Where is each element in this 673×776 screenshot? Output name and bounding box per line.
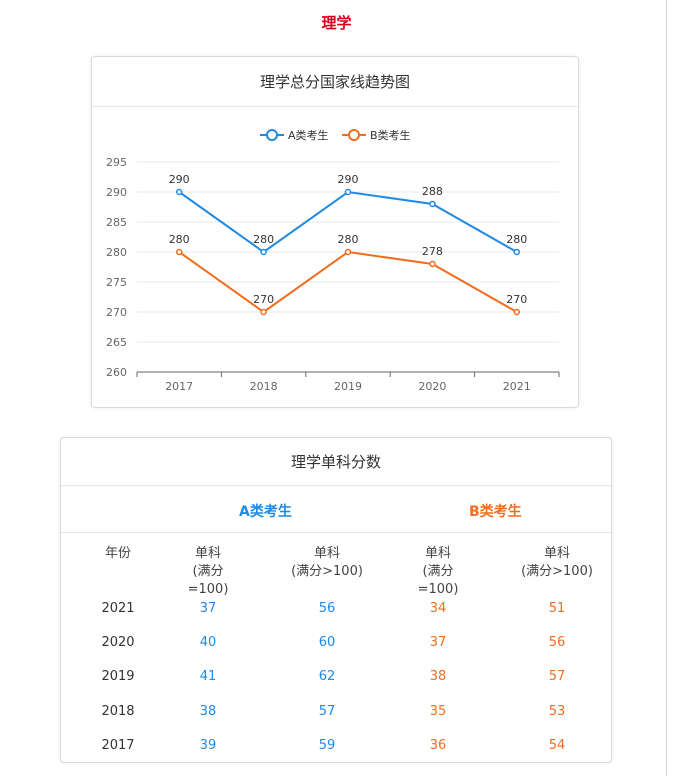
data-label: 270 — [506, 293, 527, 306]
y-tick-label: 280 — [106, 246, 127, 259]
group-header-row: A类考生 B类考生 — [61, 486, 611, 533]
header-a-single-over-100: 单科 (满分>100) — [291, 546, 363, 579]
legend-marker — [266, 129, 278, 141]
table-cell-a-100: 41 — [199, 669, 217, 684]
data-label: 288 — [422, 185, 443, 198]
x-tick-label: 2018 — [250, 380, 278, 393]
table-cell-b-over-100: 56 — [548, 635, 566, 650]
table-cell-year: 2020 — [101, 635, 135, 650]
table-cell-a-over-100: 57 — [318, 704, 336, 719]
data-label: 278 — [422, 245, 443, 258]
data-point — [513, 248, 521, 256]
table-cell-a-over-100: 60 — [318, 635, 336, 650]
table-cell-b-over-100: 54 — [548, 738, 566, 753]
table-title: 理学单科分数 — [61, 438, 611, 486]
data-point — [260, 248, 267, 256]
data-point — [513, 308, 521, 316]
x-tick-label: 2021 — [503, 380, 531, 393]
data-label: 280 — [169, 233, 190, 246]
header-a-single-100: 单科 (满分=100) — [187, 546, 229, 597]
legend-marker — [348, 129, 360, 141]
chart-card: 理学总分国家线趋势图 260 265 270 275 280 285 290 295 2017 2… — [91, 56, 579, 408]
data-label: 290 — [338, 173, 359, 186]
group-b-label: B类考生 — [469, 504, 522, 520]
table-cell-b-100: 36 — [429, 738, 447, 753]
table-cell-b-100: 34 — [429, 601, 447, 616]
data-point — [175, 248, 183, 256]
score-table-card: 理学单科分数 A类考生 B类考生 年份 单科 (满分=100) 单科 (满分>100… — [60, 437, 612, 763]
page-divider — [666, 0, 667, 776]
data-label: 280 — [506, 233, 527, 246]
header-b-single-over-100: 单科 (满分>100) — [521, 546, 593, 579]
x-tick-label: 2017 — [165, 380, 193, 393]
data-label: 280 — [338, 233, 359, 246]
table-cell-a-100: 38 — [199, 704, 217, 719]
header-year: 年份 — [104, 546, 131, 561]
chart-title: 理学总分国家线趋势图 — [92, 57, 578, 107]
x-tick-label: 2020 — [418, 380, 446, 393]
data-point — [344, 248, 352, 256]
table-cell-a-over-100: 56 — [318, 601, 336, 616]
table-cell-a-over-100: 59 — [318, 738, 336, 753]
y-tick-label: 290 — [106, 186, 127, 199]
data-label: 280 — [253, 233, 274, 246]
y-tick-label: 295 — [106, 156, 127, 169]
data-point — [429, 260, 436, 268]
table-cell-b-100: 38 — [429, 669, 447, 684]
table-cell-a-over-100: 62 — [318, 669, 336, 684]
y-tick-label: 285 — [106, 216, 127, 229]
header-b-single-100: 单科 (满分=100) — [417, 546, 459, 597]
page-title: 理学 — [321, 14, 352, 32]
table-cell-a-100: 40 — [199, 635, 217, 650]
table-cell-a-100: 39 — [199, 738, 217, 753]
y-tick-label: 275 — [106, 276, 127, 289]
table-cell-year: 2017 — [101, 738, 135, 753]
y-tick-label: 265 — [106, 336, 127, 349]
table-cell-a-100: 37 — [199, 601, 217, 616]
table-cell-b-100: 35 — [429, 704, 447, 719]
data-point — [344, 188, 352, 196]
group-a-label: A类考生 — [239, 504, 292, 520]
table-cell-b-over-100: 51 — [548, 601, 566, 616]
data-point — [175, 188, 183, 196]
data-point — [260, 308, 267, 316]
table-cell-b-over-100: 57 — [548, 669, 566, 684]
table-cell-b-over-100: 53 — [548, 704, 566, 719]
data-label: 270 — [253, 293, 274, 306]
y-tick-label: 270 — [106, 306, 127, 319]
data-label: 290 — [169, 173, 190, 186]
data-point — [429, 200, 436, 208]
line-chart: 260 265 270 275 280 285 290 295 2017 2018 2019 2020… — [106, 128, 560, 393]
table-cell-year: 2019 — [101, 669, 135, 684]
table-cell-year: 2021 — [101, 601, 135, 616]
table-cell-b-100: 37 — [429, 635, 447, 650]
y-tick-label: 260 — [106, 366, 127, 379]
legend-label: A类考生 — [288, 128, 329, 142]
x-tick-label: 2019 — [334, 380, 362, 393]
legend-label: B类考生 — [370, 128, 411, 142]
table-cell-year: 2018 — [101, 704, 135, 719]
